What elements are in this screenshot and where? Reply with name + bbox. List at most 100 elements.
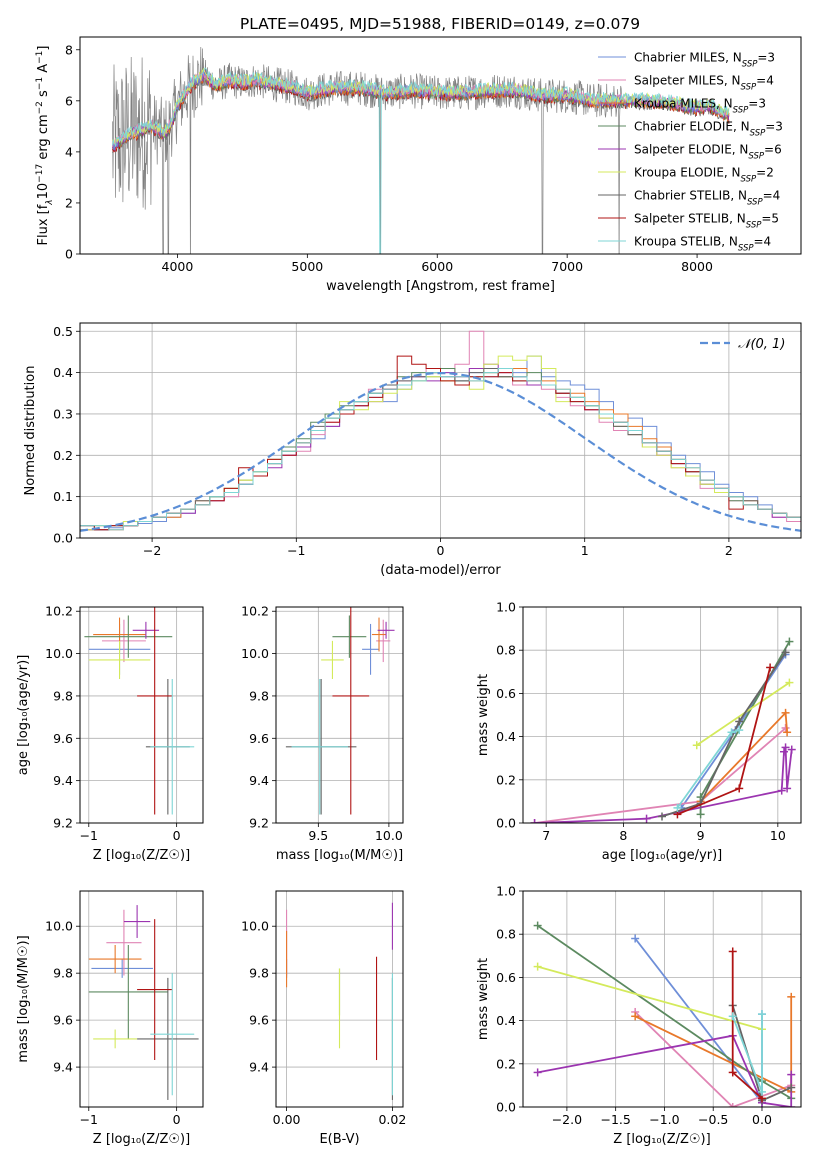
y-tick-label: 4 — [65, 144, 73, 159]
y-tick-label: 9.2 — [249, 816, 269, 831]
y-axis-label: Normed distribution — [23, 366, 38, 496]
y-tick-label: 0.6 — [496, 970, 516, 985]
error-point-salpeter_miles — [376, 619, 391, 663]
x-tick-label: 1 — [581, 543, 589, 558]
y-tick-label: 0.2 — [496, 1056, 516, 1071]
x-tick-label: 5000 — [291, 259, 323, 274]
histogram-salpeter_elodie — [80, 363, 801, 538]
y-tick-label: 1.0 — [496, 884, 516, 899]
error-point-salpeter_miles — [101, 619, 146, 663]
x-tick-label: −1 — [287, 543, 305, 558]
massweight_vs_age-panel: 7 8 9 10 0.0 0.2 0.4 0.6 0.8 1.0 age [log₁₀(age/yr… — [476, 600, 802, 863]
y-axis-label-part: −1 — [35, 77, 45, 90]
y-axis-label-part: erg cm — [36, 114, 51, 163]
error-point-salpeter_stelib — [332, 607, 370, 815]
weight-series-salpeter_elodie — [530, 743, 796, 823]
axes-frame — [522, 606, 802, 824]
legend-suffix: =3 — [765, 120, 783, 134]
y-tick-label: 9.4 — [53, 1060, 73, 1075]
y-tick-label: 9.4 — [249, 773, 269, 788]
massweight_vs_z-panel: −2.0 −1.5 −1.0 −0.5 0.0 0.0 0.2 0.4 0.6 0.8 1.0 Z [… — [476, 884, 802, 1147]
y-tick-label: 0.8 — [496, 643, 516, 658]
residuals-panel: −2 −1 0 1 2 0.0 0.1 0.2 0.3 0.4 0.5 (data-model)/er… — [23, 322, 802, 578]
y-tick-label: 2 — [65, 195, 73, 210]
legend-sub: SSP — [733, 106, 749, 116]
x-tick-label: 8 — [619, 828, 627, 843]
legend-label: Kroupa ELODIE, N — [634, 166, 741, 180]
y-axis-label-part: A — [36, 64, 51, 77]
y-tick-label: 0.5 — [53, 324, 73, 339]
y-tick-label: 0 — [65, 247, 73, 262]
y-tick-label: 0.8 — [496, 927, 516, 942]
y-tick-label: 9.6 — [53, 731, 73, 746]
error-point-chabrier_elodie — [332, 615, 367, 658]
x-tick-label: −1.0 — [649, 1112, 679, 1127]
legend-sub: SSP — [750, 129, 766, 139]
model-spectrum-kroupa_stelib — [112, 67, 730, 254]
weight-line — [534, 747, 793, 823]
legend-label: Salpeter STELIB, N — [634, 212, 746, 226]
legend-suffix: =3 — [757, 51, 775, 65]
histogram-chabrier_miles — [80, 355, 801, 538]
legend-entry-chabrier_elodie: Chabrier ELODIE, NSSP=3 — [634, 120, 783, 139]
legend-label: Kroupa STELIB, N — [634, 235, 738, 249]
legend-label: Chabrier MILES, N — [634, 51, 742, 65]
error-point-salpeter_elodie — [377, 621, 395, 639]
error-point-kroupa_miles — [88, 945, 142, 974]
error-point-chabrier_miles — [91, 959, 153, 978]
error-point-salpeter_elodie — [123, 905, 151, 938]
y-tick-label: 0.4 — [496, 729, 516, 744]
y-tick-label: 0.6 — [496, 686, 516, 701]
error-point-kroupa_elodie — [93, 1029, 138, 1049]
y-axis-label-part: s — [36, 90, 51, 101]
weight-series — [530, 637, 796, 823]
histogram-kroupa_elodie — [80, 355, 801, 538]
axes-frame — [79, 890, 204, 1108]
x-tick-label: −1.5 — [600, 1112, 630, 1127]
x-tick-label: 8000 — [681, 259, 713, 274]
histogram-salpeter_miles — [80, 330, 801, 538]
weight-line — [634, 1011, 792, 1107]
legend-entry-chabrier_miles: Chabrier MILES, NSSP=3 — [634, 51, 775, 70]
x-tick-label: −1 — [80, 1112, 98, 1127]
x-tick-label: 9 — [697, 828, 705, 843]
histograms — [80, 330, 801, 538]
x-axis-label: Z [log₁₀(Z/Z☉)] — [93, 848, 190, 863]
legend-sub: SSP — [738, 244, 754, 254]
x-tick-label: 9.5 — [308, 828, 328, 843]
error-point-kroupa_stelib — [150, 973, 195, 1096]
legend-suffix: =5 — [761, 212, 779, 226]
y-tick-label: 10.2 — [45, 604, 73, 619]
y-tick-label: 0.4 — [496, 1013, 516, 1028]
y-tick-label: 9.4 — [53, 773, 73, 788]
weight-series-kroupa_stelib — [673, 726, 744, 812]
y-tick-label: 9.8 — [53, 688, 73, 703]
weight-line — [661, 651, 787, 818]
weight-series-chabrier_stelib — [658, 648, 790, 821]
legend-sub: SSP — [741, 175, 757, 185]
error-point-chabrier_stelib — [137, 977, 199, 1100]
x-tick-label: 0.00 — [273, 1112, 301, 1127]
legend-sub: SSP — [741, 83, 757, 93]
y-tick-label: 10.2 — [241, 604, 269, 619]
y-axis-label-part: λ — [45, 199, 55, 205]
y-tick-label: 9.8 — [249, 966, 269, 981]
legend-label: Chabrier STELIB, N — [634, 189, 747, 203]
weight-line — [696, 681, 790, 746]
x-axis-label: wavelength [Angstrom, rest frame] — [326, 279, 555, 294]
x-tick-label: 10.0 — [375, 828, 403, 843]
x-tick-label: 0.0 — [752, 1112, 772, 1127]
error-point-kroupa_stelib — [291, 679, 348, 815]
legend-sub: SSP — [746, 221, 762, 231]
x-tick-label: −1 — [80, 828, 98, 843]
y-tick-label: 9.8 — [249, 688, 269, 703]
x-tick-label: 6000 — [421, 259, 453, 274]
y-axis-label: age [log₁₀(age/yr)] — [16, 655, 31, 776]
error-bars — [84, 607, 195, 815]
x-axis-label: mass [log₁₀(M/M☉)] — [276, 848, 403, 863]
y-tick-label: 0.3 — [53, 406, 73, 421]
legend-suffix: =3 — [748, 97, 766, 111]
axes-frame — [79, 606, 204, 824]
y-tick-label: 9.4 — [249, 1060, 269, 1075]
